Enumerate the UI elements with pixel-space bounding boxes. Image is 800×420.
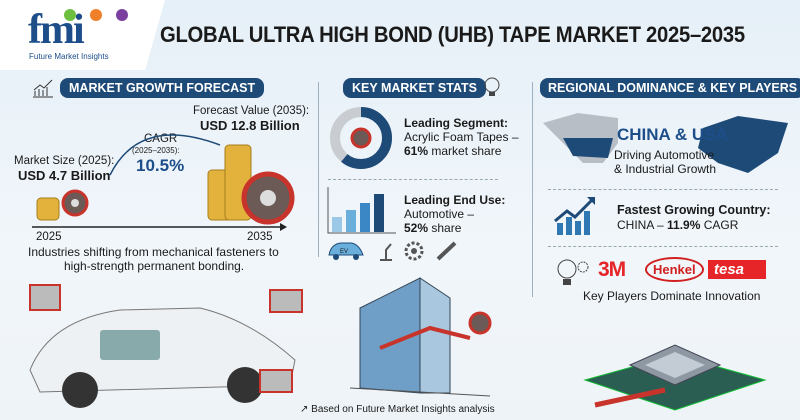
enduse-title: Leading End Use: [404,193,506,207]
regions-title: CHINA & USA [617,125,728,144]
divider [548,189,778,190]
cagr-period: (2025–2035): [132,146,180,155]
segment-share: 61% market share [404,144,502,158]
logo-tesa: tesa [708,260,767,279]
segment-title: Leading Segment: [404,116,509,130]
ev-car-icon [328,242,364,260]
logo-dot-orange [90,9,102,21]
car-illustration [29,284,303,408]
enduse-bar-icon [327,187,396,234]
robot-arm-icon [380,243,392,261]
logo-subtitle: Future Market Insights [29,52,109,61]
segment-name: Acrylic Foam Tapes – [404,130,519,144]
stats-header: KEY MARKET STATS [343,78,487,98]
tool-icon [436,241,457,261]
gear-icon [404,241,424,261]
page-title: GLOBAL ULTRA HIGH BOND (UHB) TAPE MARKET… [160,22,745,47]
growth-illustration [32,134,295,231]
footer-source: ↗ Based on Future Market Insights analys… [300,404,495,415]
china [698,116,788,173]
logo-dot-purple [116,9,128,21]
fastest-title: Fastest Growing Country: [617,203,771,217]
cagr-value: 10.5% [136,156,185,175]
logo-henkel: Henkel [645,257,704,282]
lightbulb-gear-icon [484,77,500,96]
map-illustration [543,113,788,173]
fastest-value: CHINA – 11.9% CAGR [617,218,739,232]
growth-trend-icon [554,197,595,235]
regional-header: REGIONAL DOMINANCE & KEY PLAYERS [540,78,800,98]
usa [563,138,613,158]
forecast-label: Forecast Value (2035): [193,105,310,117]
caption-line-2: high-strength permanent bonding. [64,259,245,273]
ev-label: EV [340,249,349,255]
market-size-label: Market Size (2025): [14,155,115,167]
regions-sub-2: & Industrial Growth [614,162,717,176]
enduse-share: 52% share [404,221,462,235]
enduse-name: Automotive – [404,207,475,221]
players-caption: Key Players Dominate Innovation [583,289,761,303]
forecast-value: USD 12.8 Billion [200,118,300,133]
donut-segment [330,107,392,169]
coins-small [36,197,60,221]
logo-3m: 3M [598,258,626,281]
divider [328,179,498,180]
caption-line-1: Industries shifting from mechanical fast… [28,245,279,259]
chart-icon: ↗ [300,404,312,415]
segment-donut [330,107,392,169]
growth-header: MARKET GROWTH FORECAST [60,78,265,98]
axis-start: 2025 [36,231,62,243]
building-illustration [349,277,492,397]
innovation-icon [557,259,589,285]
axis-end: 2035 [247,231,273,243]
divider [548,246,778,247]
regions-sub-1: Driving Automotive [614,148,715,162]
growth-arrow [109,134,221,176]
chip-illustration [583,344,767,411]
cagr-label: CAGR [144,133,178,145]
growth-chart-icon [33,79,53,98]
logo-dot-green [64,9,76,21]
logo-background [0,0,165,70]
divider [532,82,533,297]
market-size-value: USD 4.7 Billion [18,168,111,183]
divider [318,82,319,257]
